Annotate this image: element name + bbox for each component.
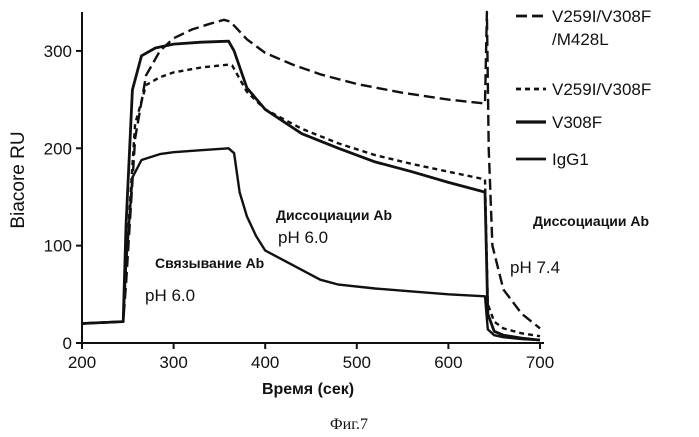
x-tick-label: 700: [526, 353, 554, 372]
x-tick-label: 400: [251, 353, 279, 372]
legend-label: V259I/V308F: [552, 7, 651, 26]
series-line-3: [81, 147, 541, 342]
y-axis-title: Biacore RU: [8, 131, 29, 228]
x-tick-label: 500: [343, 353, 371, 372]
x-tick-label: 600: [434, 353, 462, 372]
y-tick-label: 300: [44, 42, 72, 61]
x-tick-label: 300: [159, 353, 187, 372]
legend: V259I/V308F/M428L V259I/V308F V308F IgG1: [516, 7, 651, 169]
annotation-binding-title: Связывание Ab: [155, 255, 264, 271]
figure-caption: Фиг.7: [330, 416, 368, 433]
annotation-binding-value: pH 6.0: [145, 286, 195, 305]
x-axis-title: Время (сек): [262, 381, 354, 398]
annotation-dissociation-ph6-value: pH 6.0: [278, 228, 328, 247]
x-tick-label: 200: [68, 353, 96, 372]
y-ticks: 0 100 200 300: [44, 42, 82, 353]
series-line-0: [81, 10, 541, 330]
annotation-dissociation-ph7-title: Диссоциации Ab: [533, 213, 649, 229]
legend-label: /M428L: [552, 30, 609, 49]
series-layer: [81, 10, 541, 342]
y-tick-label: 200: [44, 139, 72, 158]
y-tick-label: 0: [63, 334, 72, 353]
axes: [81, 12, 544, 344]
y-tick-label: 100: [44, 237, 72, 256]
x-ticks: 200 300 400 500 600 700: [68, 343, 554, 372]
series-line-2: [81, 39, 541, 342]
legend-label: V259I/V308F: [552, 80, 651, 99]
annotation-dissociation-ph6-title: Диссоциации Ab: [276, 207, 392, 223]
annotation-dissociation-ph7-value: pH 7.4: [510, 258, 560, 277]
legend-label: IgG1: [552, 150, 589, 169]
legend-label: V308F: [552, 113, 602, 132]
